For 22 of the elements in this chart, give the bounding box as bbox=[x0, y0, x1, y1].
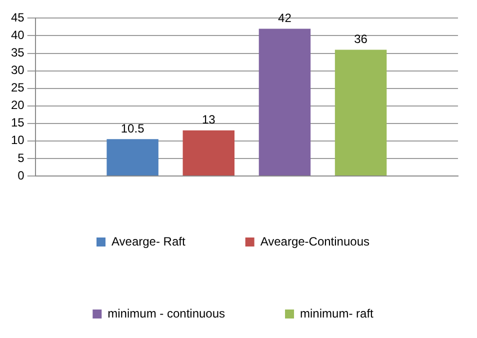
y-tick-label: 5 bbox=[18, 150, 25, 165]
bar bbox=[258, 28, 311, 176]
y-tick-label: 30 bbox=[10, 63, 25, 78]
legend-label: minimum - continuous bbox=[108, 306, 226, 320]
y-tick-label: 25 bbox=[10, 80, 25, 95]
y-tick-label: 35 bbox=[10, 46, 25, 60]
bar bbox=[182, 130, 234, 176]
legend-label: minimum- raft bbox=[300, 306, 374, 320]
y-tick-label: 0 bbox=[18, 168, 25, 182]
legend-label: Avearge- Raft bbox=[112, 234, 186, 248]
data-label: 13 bbox=[202, 112, 216, 127]
y-tick-label: 15 bbox=[10, 116, 25, 130]
y-tick-label: 20 bbox=[10, 98, 25, 112]
data-label: 42 bbox=[278, 11, 292, 26]
legend-label: Avearge-Continuous bbox=[260, 234, 370, 248]
bar bbox=[334, 50, 387, 176]
data-label: 10.5 bbox=[120, 121, 145, 136]
bar bbox=[106, 139, 158, 176]
data-label: 36 bbox=[354, 32, 368, 46]
y-tick-label: 40 bbox=[10, 28, 25, 42]
y-tick-label: 45 bbox=[10, 10, 25, 25]
y-tick-label: 10 bbox=[10, 133, 25, 148]
